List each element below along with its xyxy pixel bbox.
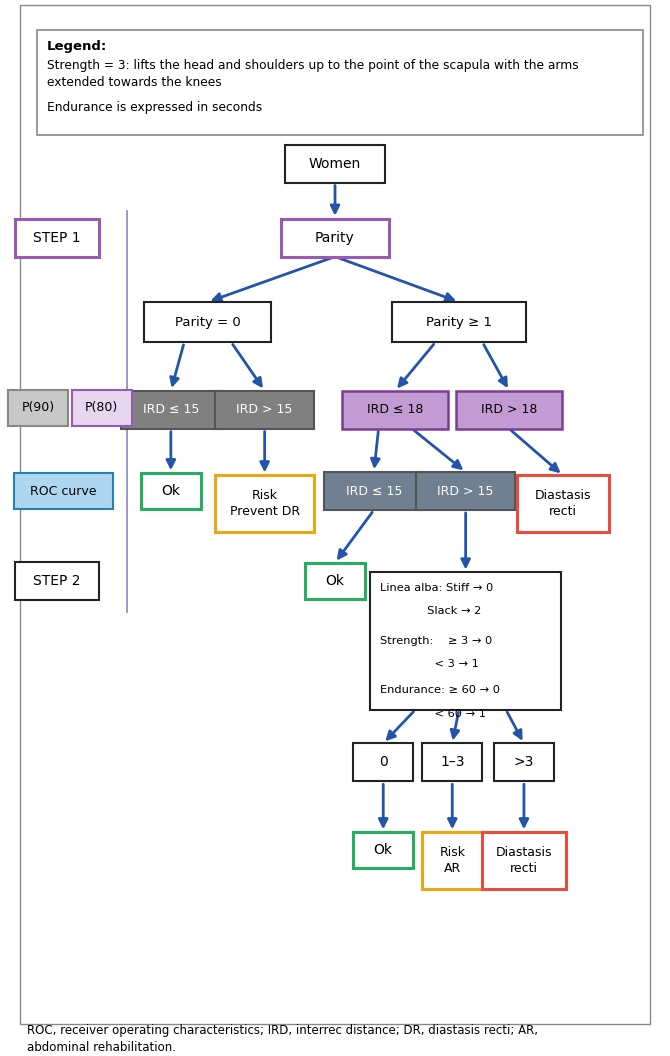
FancyBboxPatch shape xyxy=(281,219,389,257)
FancyBboxPatch shape xyxy=(15,562,99,600)
FancyBboxPatch shape xyxy=(324,472,423,510)
FancyBboxPatch shape xyxy=(72,390,132,426)
FancyBboxPatch shape xyxy=(144,302,271,342)
Text: IRD > 15: IRD > 15 xyxy=(438,485,494,497)
Text: 0: 0 xyxy=(379,755,388,770)
Text: Legend:: Legend: xyxy=(47,40,107,53)
Text: IRD ≤ 15: IRD ≤ 15 xyxy=(346,485,402,497)
FancyBboxPatch shape xyxy=(494,743,554,781)
FancyBboxPatch shape xyxy=(8,390,68,426)
Text: Diastasis
recti: Diastasis recti xyxy=(496,846,552,875)
Text: IRD ≤ 18: IRD ≤ 18 xyxy=(367,403,423,416)
FancyBboxPatch shape xyxy=(353,832,413,868)
FancyBboxPatch shape xyxy=(37,30,643,135)
FancyBboxPatch shape xyxy=(353,743,413,781)
Text: ROC curve: ROC curve xyxy=(30,485,97,497)
FancyBboxPatch shape xyxy=(305,563,365,599)
FancyBboxPatch shape xyxy=(392,302,526,342)
Text: Risk
AR: Risk AR xyxy=(440,846,465,875)
Text: Strength:    ≥ 3 → 0: Strength: ≥ 3 → 0 xyxy=(381,636,492,645)
Text: STEP 1: STEP 1 xyxy=(33,230,81,245)
FancyBboxPatch shape xyxy=(416,472,515,510)
Text: Ok: Ok xyxy=(374,843,393,857)
Text: Slack → 2: Slack → 2 xyxy=(381,606,482,616)
Text: ROC, receiver operating characteristics; IRD, interrec distance; DR, diastasis r: ROC, receiver operating characteristics;… xyxy=(27,1024,538,1054)
Text: IRD > 18: IRD > 18 xyxy=(481,403,537,416)
FancyBboxPatch shape xyxy=(370,572,561,710)
FancyBboxPatch shape xyxy=(342,391,448,429)
Text: Endurance is expressed in seconds: Endurance is expressed in seconds xyxy=(47,101,262,114)
Text: Parity: Parity xyxy=(315,230,355,245)
Text: P(80): P(80) xyxy=(85,401,119,414)
Text: 1–3: 1–3 xyxy=(440,755,464,770)
Text: Linea alba: Stiff → 0: Linea alba: Stiff → 0 xyxy=(381,583,494,592)
Text: < 3 → 1: < 3 → 1 xyxy=(381,659,479,668)
FancyBboxPatch shape xyxy=(121,391,220,429)
Text: Diastasis
recti: Diastasis recti xyxy=(535,489,591,518)
Text: Women: Women xyxy=(309,156,361,171)
FancyBboxPatch shape xyxy=(285,145,385,183)
FancyBboxPatch shape xyxy=(422,743,482,781)
Text: Parity = 0: Parity = 0 xyxy=(175,316,241,328)
Text: Strength = 3: lifts the head and shoulders up to the point of the scapula with t: Strength = 3: lifts the head and shoulde… xyxy=(47,59,579,72)
Text: >3: >3 xyxy=(514,755,534,770)
FancyBboxPatch shape xyxy=(15,219,99,257)
FancyBboxPatch shape xyxy=(456,391,562,429)
Text: Ok: Ok xyxy=(161,484,180,498)
Text: Endurance: ≥ 60 → 0: Endurance: ≥ 60 → 0 xyxy=(381,685,500,695)
FancyBboxPatch shape xyxy=(215,475,314,532)
FancyBboxPatch shape xyxy=(422,832,482,889)
FancyBboxPatch shape xyxy=(14,473,113,509)
Text: Parity ≥ 1: Parity ≥ 1 xyxy=(426,316,492,328)
Text: IRD > 15: IRD > 15 xyxy=(237,403,293,416)
Text: P(90): P(90) xyxy=(21,401,55,414)
FancyBboxPatch shape xyxy=(482,832,566,889)
Text: extended towards the knees: extended towards the knees xyxy=(47,76,222,89)
FancyBboxPatch shape xyxy=(141,473,201,509)
Text: STEP 2: STEP 2 xyxy=(34,573,80,588)
FancyBboxPatch shape xyxy=(215,391,314,429)
Text: Risk
Prevent DR: Risk Prevent DR xyxy=(230,489,299,518)
FancyBboxPatch shape xyxy=(517,475,609,532)
Text: < 60 → 1: < 60 → 1 xyxy=(381,709,486,718)
Text: IRD ≤ 15: IRD ≤ 15 xyxy=(143,403,199,416)
Text: Ok: Ok xyxy=(326,573,344,588)
